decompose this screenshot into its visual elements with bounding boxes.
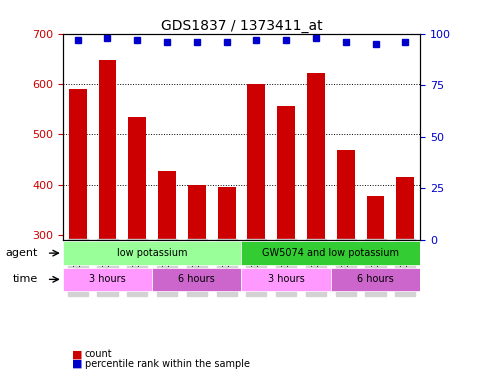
Bar bbox=[158, 171, 176, 240]
Text: agent: agent bbox=[5, 248, 38, 258]
Bar bbox=[99, 60, 116, 240]
Text: 3 hours: 3 hours bbox=[89, 274, 126, 284]
Bar bbox=[367, 196, 384, 240]
Bar bbox=[218, 187, 236, 240]
FancyBboxPatch shape bbox=[152, 268, 242, 291]
Text: percentile rank within the sample: percentile rank within the sample bbox=[85, 359, 250, 369]
Text: 6 hours: 6 hours bbox=[178, 274, 215, 284]
FancyBboxPatch shape bbox=[242, 268, 331, 291]
FancyBboxPatch shape bbox=[63, 268, 152, 291]
Text: ■: ■ bbox=[72, 350, 83, 359]
Text: GW5074 and low potassium: GW5074 and low potassium bbox=[262, 248, 399, 258]
Text: GDS1837 / 1373411_at: GDS1837 / 1373411_at bbox=[161, 19, 322, 33]
Bar bbox=[307, 73, 325, 240]
Text: 3 hours: 3 hours bbox=[268, 274, 305, 284]
Text: ■: ■ bbox=[72, 359, 83, 369]
Bar bbox=[397, 177, 414, 240]
Text: 6 hours: 6 hours bbox=[357, 274, 394, 284]
FancyBboxPatch shape bbox=[331, 268, 420, 291]
Bar bbox=[69, 89, 86, 240]
Bar bbox=[128, 117, 146, 240]
Text: time: time bbox=[13, 274, 38, 284]
Bar bbox=[188, 184, 206, 240]
Bar bbox=[337, 150, 355, 240]
Bar bbox=[277, 106, 295, 240]
Text: count: count bbox=[85, 350, 112, 359]
FancyBboxPatch shape bbox=[63, 242, 242, 265]
Bar bbox=[247, 84, 265, 240]
Text: low potassium: low potassium bbox=[117, 248, 187, 258]
FancyBboxPatch shape bbox=[242, 242, 420, 265]
